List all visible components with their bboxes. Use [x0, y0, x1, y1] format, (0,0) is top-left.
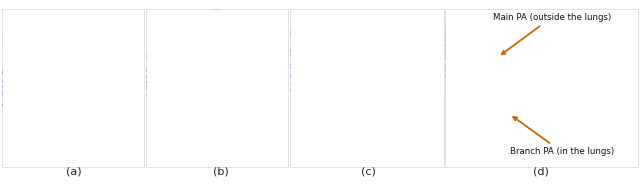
Text: (d): (d): [533, 167, 548, 177]
Ellipse shape: [65, 90, 81, 114]
Bar: [2, 9, 144, 167]
Ellipse shape: [454, 21, 570, 152]
Bar: [146, 9, 288, 167]
Ellipse shape: [359, 23, 436, 156]
Ellipse shape: [53, 76, 93, 107]
Text: Main PA (outside the lungs): Main PA (outside the lungs): [493, 13, 611, 54]
Text: Branch PA (in the lungs): Branch PA (in the lungs): [510, 117, 614, 156]
Ellipse shape: [207, 83, 227, 114]
Ellipse shape: [447, 15, 636, 158]
Ellipse shape: [520, 52, 540, 65]
Text: (a): (a): [66, 167, 81, 177]
Bar: [290, 9, 444, 167]
Text: (c): (c): [360, 167, 376, 177]
Ellipse shape: [205, 63, 228, 79]
Ellipse shape: [526, 45, 564, 66]
Ellipse shape: [353, 60, 381, 76]
Ellipse shape: [543, 29, 629, 153]
Text: (b): (b): [213, 167, 228, 177]
Ellipse shape: [194, 66, 240, 107]
Bar: [445, 9, 638, 167]
Ellipse shape: [298, 23, 374, 156]
